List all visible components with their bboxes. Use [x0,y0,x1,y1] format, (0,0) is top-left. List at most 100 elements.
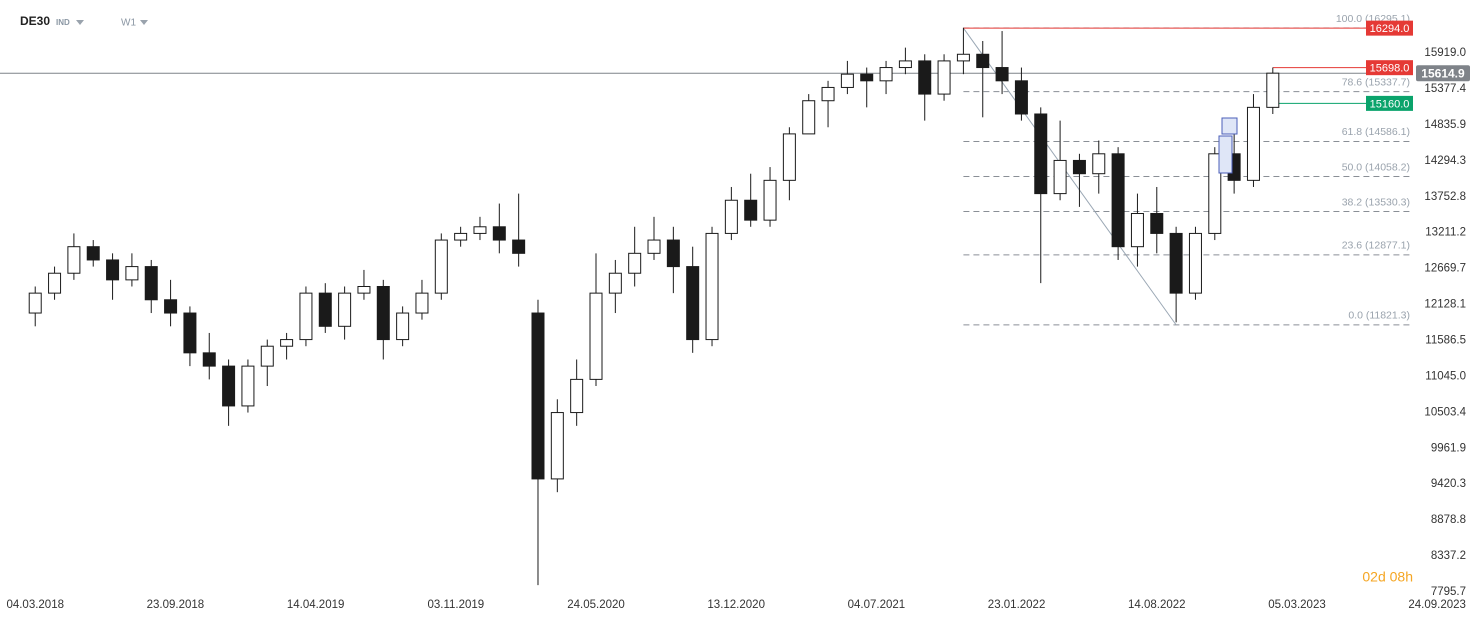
candle-body [647,239,661,254]
y-tick-label: 11586.5 [1425,335,1466,347]
candle-body [879,67,893,82]
y-tick-label: 12669.7 [1424,263,1466,275]
candle-body [666,239,680,268]
chart-title: DE30 [20,14,50,28]
candle-body [1034,113,1048,195]
candle-body [1188,232,1202,294]
candle-body [1130,213,1144,248]
candle-body [1208,153,1222,234]
candle-body [860,73,874,82]
candle-body [744,199,758,221]
y-tick-label: 14835.9 [1424,119,1466,131]
y-tick-label: 12128.1 [1424,299,1466,311]
candle-body [164,299,178,314]
candle-body [840,73,854,88]
candle-body [473,226,487,234]
candle-body [937,60,951,95]
current-price-tag [1416,65,1470,82]
fib-label: 61.8 (14586.1) [1342,126,1410,138]
market-label[interactable]: IND [56,18,70,27]
candle-body [376,285,390,341]
interval-label[interactable]: W1 [121,18,136,29]
candle-body [1169,232,1183,294]
y-tick-label: 13752.8 [1424,191,1466,203]
fib-label: 23.6 (12877.1) [1342,240,1410,252]
candle-body [995,67,1009,82]
price-level-label: 15698.0 [1370,63,1410,75]
candle-body [918,60,932,95]
candle-body [222,365,236,407]
price-level-tag [1366,60,1413,76]
candle-body [338,292,352,327]
candle-body [570,378,584,414]
candle-body [183,312,197,354]
candle-body [1266,72,1280,108]
candle-body [724,199,738,234]
y-tick-label: 13211.2 [1425,227,1466,239]
candle-body [976,53,990,69]
candle-body [434,239,448,294]
y-tick-label: 10503.4 [1424,406,1466,418]
x-tick-label: 14.04.2019 [287,599,345,611]
x-tick-label: 13.12.2020 [707,599,765,611]
candle-body [396,312,410,341]
x-tick-label: 14.08.2022 [1128,599,1186,611]
y-tick-label: 15377.4 [1424,83,1466,95]
overlay: 15919.0 15377.4 14835.9 14294.3 13752.8 13211… [6,20,1470,611]
candle-body [628,252,642,274]
candle-body [550,412,564,480]
x-tick-label: 24.09.2023 [1408,599,1466,611]
candle-body [531,312,545,480]
candle-body [1014,80,1028,115]
y-tick-label: 14294.3 [1424,155,1466,167]
candle-body [686,266,700,341]
candle-body [67,246,81,274]
fib-label: 38.2 (13530.3) [1342,196,1410,208]
candle-body [608,272,622,294]
candle-body [86,246,100,261]
y-tick-label: 15919.0 [1424,47,1466,59]
candle-body [1072,159,1086,175]
drawing-box [1221,117,1238,135]
fib-label: 0.0 (11821.3) [1348,310,1410,322]
candle-body [48,272,62,294]
candle-body [821,86,835,102]
y-tick-label: 8878.8 [1431,514,1466,526]
x-tick-label: 03.11.2019 [427,599,484,611]
candle-body [492,226,506,241]
y-tick-label: 9961.9 [1431,442,1466,454]
x-tick-label: 05.03.2023 [1268,599,1326,611]
candle-body [802,100,816,135]
candle-body [956,53,970,62]
candle-body [280,339,294,347]
candle-body [454,232,468,241]
current-price-label: 15614.9 [1421,66,1465,80]
candle-body [357,285,371,294]
y-tick-label: 9420.3 [1431,478,1466,490]
candle-body [202,352,216,367]
candle-body [125,266,139,281]
fib-label: 78.6 (15337.7) [1342,76,1410,88]
candle-body [512,239,526,254]
candle-body [106,259,120,281]
dropdown-icon[interactable] [140,20,148,25]
candle-body [1092,153,1106,175]
x-tick-label: 04.07.2021 [848,599,906,611]
x-tick-label: 24.05.2020 [567,599,625,611]
candle-body [260,345,274,367]
x-tick-label: 23.01.2022 [988,599,1046,611]
dropdown-icon[interactable] [76,20,84,25]
x-tick-label: 23.09.2018 [147,599,205,611]
y-tick-label: 7795.7 [1431,586,1466,598]
plot: 100.0 (16295.1)78.6 (15337.7)61.8 (14586… [0,13,1413,586]
candle-body [299,292,313,341]
candle-body [589,292,603,380]
candle-body [1150,213,1164,234]
candle-body [241,365,255,407]
x-tick-label: 04.03.2018 [6,599,64,611]
y-tick-label: 11045.0 [1425,370,1466,382]
price-level-label: 15160.0 [1370,98,1410,110]
price-level-tag [1366,95,1413,111]
candle-body [898,60,912,69]
